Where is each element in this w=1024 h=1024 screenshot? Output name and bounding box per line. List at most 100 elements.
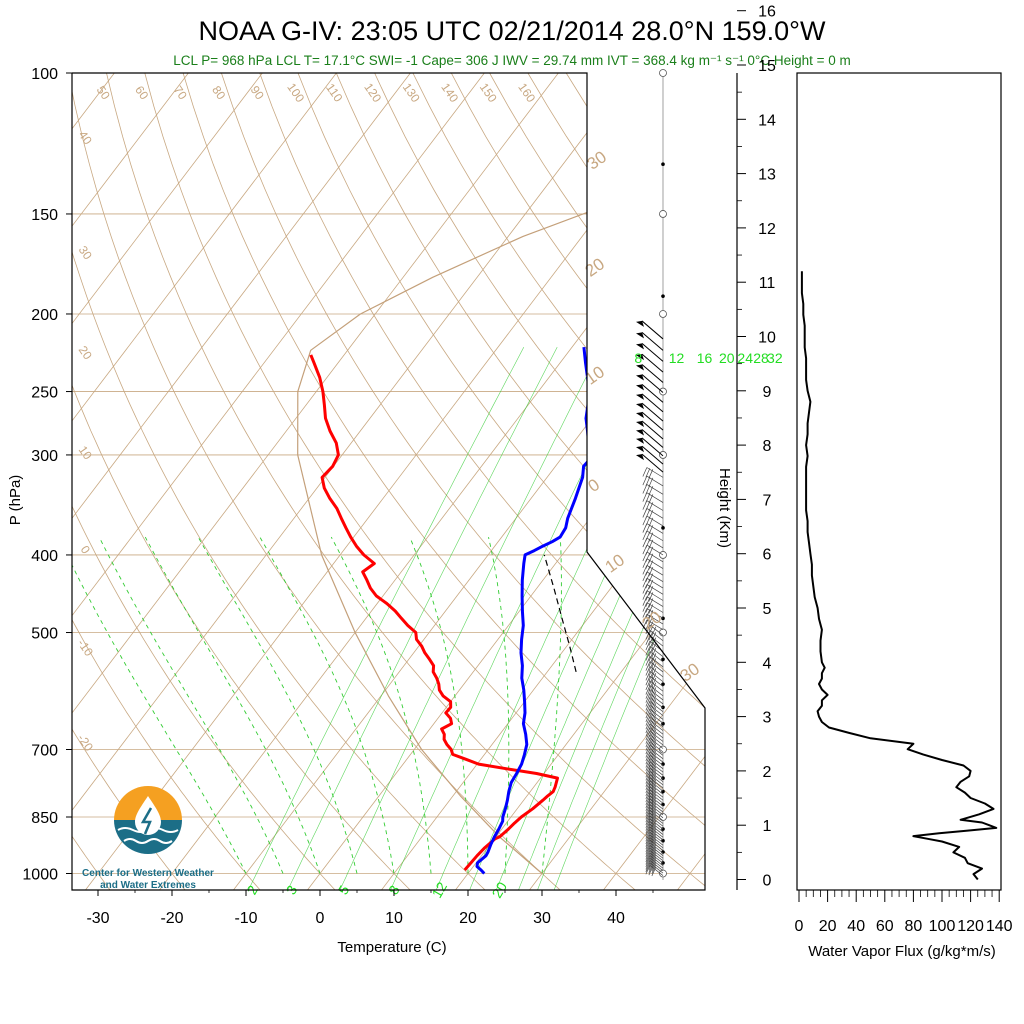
wind-barb-shaft (649, 651, 664, 663)
wind-barb-feather (645, 826, 651, 837)
wind-barb-shaft (649, 795, 664, 807)
dry-adiabat (106, 73, 636, 890)
wind-level-dot (661, 162, 665, 167)
left-edge-label: 20 (76, 343, 95, 362)
wind-barb-feather (645, 720, 651, 730)
wind-barb-feather (645, 850, 651, 860)
wind-barb-feather (651, 862, 657, 872)
wind-barb-shaft (649, 834, 664, 846)
wind-barb-feather (645, 716, 651, 726)
wind-barb-shaft (649, 720, 664, 731)
wind-barb-feather (651, 668, 657, 678)
wind-barb-feather (645, 815, 651, 826)
wind-barb-feather (648, 768, 654, 779)
wind-barb-feather (642, 608, 648, 618)
wind-barb-feather (651, 866, 657, 877)
wind-barb-shaft (649, 807, 664, 819)
isotherm-top-label: 100 (284, 80, 307, 105)
wind-barb-shaft (649, 680, 664, 692)
flux-tick-label: 120 (957, 918, 984, 935)
wind-barb-feather (648, 787, 654, 797)
wind-barb-shaft (649, 829, 664, 841)
wind-barb-shaft (649, 712, 664, 724)
wind-barb-feather (642, 530, 648, 541)
wind-barb-feather (648, 775, 654, 785)
temperature-tick-label: 0 (316, 910, 325, 927)
wind-barb-feather (648, 802, 654, 812)
wind-barb-feather (651, 637, 657, 647)
flux-tick-label: 20 (819, 918, 837, 935)
left-edge-label: -20 (75, 732, 97, 755)
dry-adiabat (221, 73, 705, 890)
wind-barb-shaft (649, 646, 664, 657)
pressure-tick-label: 150 (31, 207, 58, 224)
temperature-tick-label: 30 (533, 910, 551, 927)
wind-barb-feather (648, 573, 654, 583)
height-tick-label: 1 (763, 818, 772, 835)
wind-barb-feather (642, 584, 648, 594)
mixing-ratio-top-label: 16 (697, 350, 713, 366)
moist-adiabat (409, 536, 469, 874)
wind-calm-circle (659, 310, 667, 318)
wind-barb-feather (645, 842, 651, 852)
flux-series (800, 271, 998, 881)
temperature-tick-label: -10 (234, 910, 257, 927)
height-tick-label: 14 (758, 112, 776, 129)
dry-adiabat (450, 73, 705, 890)
wind-barb-feather (642, 492, 648, 502)
wind-barb-feather (645, 786, 651, 797)
wind-calm-circle (659, 69, 667, 77)
flux-xlabel: Water Vapor Flux (g/kg*m/s) (808, 943, 996, 960)
wind-barb-shaft (649, 693, 664, 705)
temperature-tick-label: 10 (385, 910, 403, 927)
isotherm-top-label: 110 (323, 81, 346, 105)
wind-level-dot (661, 294, 665, 298)
wind-barb-flag (636, 364, 644, 371)
mixing-ratio-top-label: 32 (767, 350, 783, 366)
wind-barb-feather (645, 821, 651, 831)
wind-barb-feather (642, 596, 648, 606)
dry-adiabat (565, 73, 705, 890)
wind-barb-feather (645, 738, 651, 748)
right-edge-label: 10 (602, 550, 628, 576)
wind-barb-flag (636, 332, 644, 339)
wind-barb-feather (645, 777, 651, 787)
wind-barb-shaft (649, 661, 664, 673)
dewpoint-line (475, 346, 596, 875)
wind-barb-feather (645, 748, 651, 758)
wind-barb-feather (642, 537, 648, 548)
wind-barb-shaft (649, 832, 664, 843)
wind-barb-feather (648, 615, 654, 626)
wind-barb-feather (651, 632, 657, 642)
wind-barb-feather (645, 572, 651, 582)
dry-adiabat (297, 73, 705, 890)
wind-barb-feather (642, 484, 648, 494)
wind-barb-feather (642, 571, 648, 581)
wind-barb-shaft (649, 689, 664, 701)
moist-adiabat (197, 536, 358, 874)
wind-barb-feather (648, 799, 654, 809)
left-edge-label: 40 (76, 128, 95, 147)
wind-barb-feather (645, 680, 651, 691)
wind-barb-feather (648, 772, 654, 782)
wind-barb-shaft (649, 737, 664, 749)
wind-barb-feather (645, 860, 651, 870)
wind-barb-shaft (649, 761, 664, 773)
wind-barb-feather (651, 658, 657, 668)
wind-barb-feather (648, 610, 654, 620)
wind-barb-shaft (649, 744, 664, 756)
wind-barb-shaft (649, 823, 664, 835)
wind-barb-shaft (649, 850, 664, 862)
height-tick-label: 12 (758, 221, 776, 238)
wind-barb-feather (645, 840, 651, 850)
wind-barb-feather (648, 579, 654, 590)
wind-barb-feather (645, 824, 651, 834)
wind-barb-feather (645, 847, 651, 858)
wind-barb-feather (645, 708, 651, 719)
wind-barb-flag (636, 454, 644, 461)
wind-barb-flag (636, 429, 644, 436)
isotherm-top-label: 130 (400, 80, 423, 105)
wind-barb-feather (651, 626, 657, 636)
